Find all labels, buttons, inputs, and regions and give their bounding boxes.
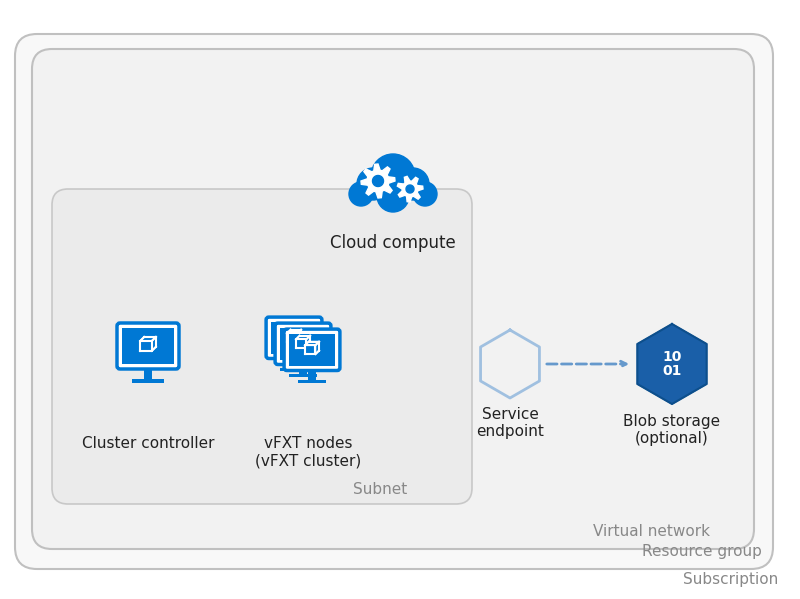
Polygon shape xyxy=(140,341,152,351)
Polygon shape xyxy=(306,335,310,348)
Circle shape xyxy=(413,182,437,206)
Bar xyxy=(299,365,306,374)
Polygon shape xyxy=(287,333,298,342)
Circle shape xyxy=(397,168,429,200)
Bar xyxy=(289,374,318,377)
Bar xyxy=(144,369,152,379)
FancyBboxPatch shape xyxy=(15,34,773,569)
Circle shape xyxy=(371,154,415,198)
FancyBboxPatch shape xyxy=(275,323,331,365)
Bar xyxy=(289,334,335,366)
Bar xyxy=(280,328,326,360)
Text: Service
endpoint: Service endpoint xyxy=(476,407,544,440)
Bar xyxy=(298,380,326,383)
FancyBboxPatch shape xyxy=(52,189,472,504)
Bar xyxy=(290,358,298,368)
Text: 10: 10 xyxy=(662,350,682,364)
Polygon shape xyxy=(140,337,156,341)
Polygon shape xyxy=(406,185,414,193)
Text: Cluster controller: Cluster controller xyxy=(82,436,214,451)
Text: Subnet: Subnet xyxy=(353,482,407,497)
Circle shape xyxy=(357,168,389,200)
Polygon shape xyxy=(298,329,301,342)
Polygon shape xyxy=(296,339,306,348)
Polygon shape xyxy=(305,345,315,354)
Text: 01: 01 xyxy=(662,364,682,378)
FancyBboxPatch shape xyxy=(284,329,340,371)
Bar xyxy=(122,328,174,364)
Bar xyxy=(308,371,315,380)
Bar xyxy=(270,322,318,354)
Text: Cloud compute: Cloud compute xyxy=(330,234,456,252)
FancyBboxPatch shape xyxy=(117,323,179,369)
Text: Virtual network: Virtual network xyxy=(593,524,710,539)
Polygon shape xyxy=(373,176,383,186)
FancyBboxPatch shape xyxy=(266,317,322,358)
Polygon shape xyxy=(296,335,310,339)
Polygon shape xyxy=(152,337,156,351)
Polygon shape xyxy=(398,176,423,202)
Circle shape xyxy=(377,180,409,212)
Polygon shape xyxy=(315,341,319,354)
Polygon shape xyxy=(638,324,706,404)
Bar xyxy=(132,379,164,383)
Polygon shape xyxy=(287,329,301,333)
Text: Resource group: Resource group xyxy=(642,544,762,559)
Bar xyxy=(280,368,309,371)
Text: Subscription: Subscription xyxy=(682,572,778,587)
Text: Blob storage
(optional): Blob storage (optional) xyxy=(623,414,721,446)
FancyBboxPatch shape xyxy=(32,49,754,549)
Text: vFXT nodes
(vFXT cluster): vFXT nodes (vFXT cluster) xyxy=(255,436,361,468)
Polygon shape xyxy=(361,164,395,198)
Polygon shape xyxy=(305,341,319,345)
Circle shape xyxy=(349,182,373,206)
